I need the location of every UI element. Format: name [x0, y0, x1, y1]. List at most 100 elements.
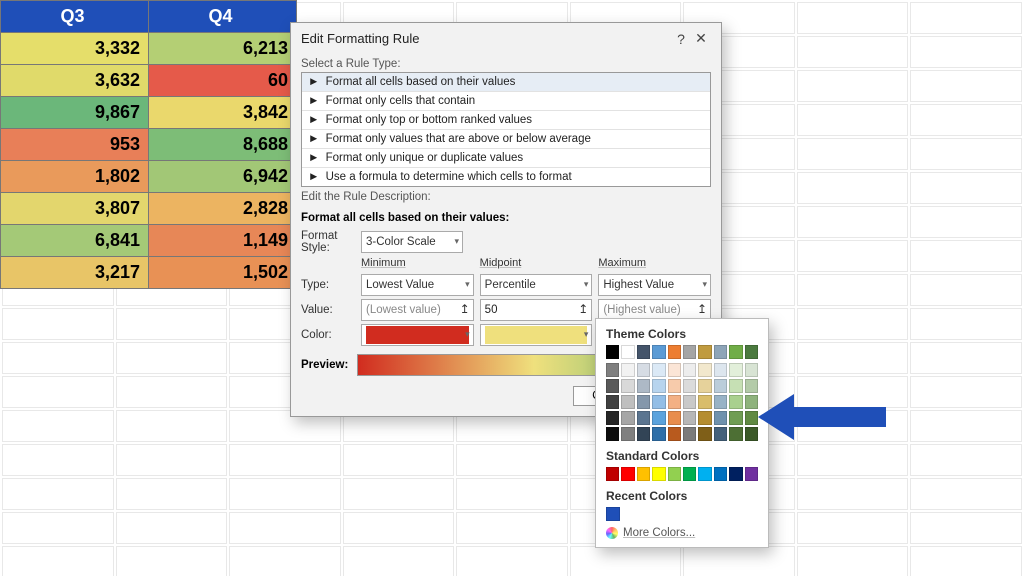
color-swatch[interactable]	[621, 427, 634, 441]
table-cell[interactable]: 953	[1, 129, 149, 161]
color-swatch[interactable]	[683, 395, 696, 409]
color-swatch[interactable]	[652, 411, 665, 425]
color-swatch[interactable]	[729, 411, 742, 425]
color-swatch[interactable]	[698, 467, 711, 481]
table-cell[interactable]: 1,149	[149, 225, 297, 257]
dialog-close-button[interactable]: ✕	[691, 30, 711, 47]
color-swatch[interactable]	[621, 467, 634, 481]
color-swatch[interactable]	[668, 363, 681, 377]
color-swatch[interactable]	[698, 427, 711, 441]
color-swatch[interactable]	[729, 363, 742, 377]
color-swatch[interactable]	[621, 395, 634, 409]
color-swatch[interactable]	[698, 345, 711, 359]
range-picker-icon[interactable]: ↥	[697, 302, 707, 316]
rule-type-item[interactable]: ► Format only cells that contain	[302, 92, 710, 111]
color-swatch[interactable]	[698, 395, 711, 409]
mid-value-input[interactable]: 50↥	[480, 299, 593, 321]
color-swatch[interactable]	[729, 379, 742, 393]
rule-type-item[interactable]: ► Format only top or bottom ranked value…	[302, 111, 710, 130]
more-colors-button[interactable]: More Colors...	[606, 527, 758, 539]
table-cell[interactable]: 9,867	[1, 97, 149, 129]
range-picker-icon[interactable]: ↥	[578, 302, 588, 316]
color-swatch[interactable]	[621, 411, 634, 425]
table-cell[interactable]: 1,502	[149, 257, 297, 289]
table-cell[interactable]: 6,942	[149, 161, 297, 193]
table-cell[interactable]: 3,632	[1, 65, 149, 97]
table-cell[interactable]: 3,332	[1, 33, 149, 65]
color-swatch[interactable]	[668, 345, 681, 359]
color-swatch[interactable]	[606, 363, 619, 377]
rule-type-list[interactable]: ► Format all cells based on their values…	[301, 72, 711, 187]
color-swatch[interactable]	[637, 427, 650, 441]
table-cell[interactable]: 8,688	[149, 129, 297, 161]
dialog-help-button[interactable]: ?	[671, 31, 691, 47]
color-swatch[interactable]	[637, 345, 650, 359]
color-swatch[interactable]	[683, 427, 696, 441]
table-cell[interactable]: 6,841	[1, 225, 149, 257]
color-swatch[interactable]	[683, 467, 696, 481]
mid-color-dropdown[interactable]: ▾	[480, 324, 593, 346]
color-swatch[interactable]	[745, 411, 758, 425]
color-swatch[interactable]	[652, 427, 665, 441]
color-swatch[interactable]	[652, 345, 665, 359]
color-swatch[interactable]	[668, 411, 681, 425]
color-swatch[interactable]	[745, 363, 758, 377]
table-cell[interactable]: 3,807	[1, 193, 149, 225]
color-swatch[interactable]	[621, 345, 634, 359]
table-cell[interactable]: 3,217	[1, 257, 149, 289]
color-swatch[interactable]	[683, 345, 696, 359]
color-swatch[interactable]	[683, 379, 696, 393]
color-swatch[interactable]	[606, 379, 619, 393]
color-swatch[interactable]	[714, 363, 727, 377]
color-swatch[interactable]	[668, 467, 681, 481]
rule-type-item[interactable]: ► Format only unique or duplicate values	[302, 149, 710, 168]
format-style-dropdown[interactable]: 3-Color Scale ▾	[361, 231, 463, 253]
table-cell[interactable]: 3,842	[149, 97, 297, 129]
table-cell[interactable]: 1,802	[1, 161, 149, 193]
color-swatch[interactable]	[714, 427, 727, 441]
color-swatch[interactable]	[745, 427, 758, 441]
color-swatch[interactable]	[606, 395, 619, 409]
color-swatch[interactable]	[606, 411, 619, 425]
min-type-dropdown[interactable]: Lowest Value▾	[361, 274, 474, 296]
max-type-dropdown[interactable]: Highest Value▾	[598, 274, 711, 296]
color-swatch[interactable]	[668, 395, 681, 409]
color-swatch[interactable]	[637, 467, 650, 481]
color-swatch[interactable]	[714, 411, 727, 425]
color-swatch[interactable]	[621, 379, 634, 393]
color-swatch[interactable]	[637, 363, 650, 377]
rule-type-item[interactable]: ► Use a formula to determine which cells…	[302, 168, 710, 186]
color-swatch[interactable]	[745, 395, 758, 409]
color-swatch[interactable]	[668, 379, 681, 393]
color-swatch[interactable]	[606, 345, 619, 359]
mid-type-dropdown[interactable]: Percentile▾	[480, 274, 593, 296]
color-swatch[interactable]	[729, 427, 742, 441]
color-swatch[interactable]	[729, 345, 742, 359]
color-swatch[interactable]	[745, 345, 758, 359]
color-swatch[interactable]	[637, 411, 650, 425]
min-color-dropdown[interactable]: ▾	[361, 324, 474, 346]
range-picker-icon[interactable]: ↥	[460, 302, 470, 316]
color-swatch[interactable]	[698, 379, 711, 393]
color-swatch[interactable]	[637, 395, 650, 409]
color-swatch[interactable]	[729, 467, 742, 481]
color-swatch[interactable]	[652, 379, 665, 393]
rule-type-item[interactable]: ► Format only values that are above or b…	[302, 130, 710, 149]
color-swatch[interactable]	[606, 507, 620, 521]
color-swatch[interactable]	[745, 467, 758, 481]
color-swatch[interactable]	[714, 395, 727, 409]
color-swatch[interactable]	[698, 411, 711, 425]
rule-type-item[interactable]: ► Format all cells based on their values	[302, 73, 710, 92]
color-swatch[interactable]	[683, 363, 696, 377]
color-swatch[interactable]	[729, 395, 742, 409]
color-swatch[interactable]	[606, 467, 619, 481]
color-swatch[interactable]	[714, 467, 727, 481]
table-cell[interactable]: 60	[149, 65, 297, 97]
table-cell[interactable]: 2,828	[149, 193, 297, 225]
color-swatch[interactable]	[714, 379, 727, 393]
color-swatch[interactable]	[683, 411, 696, 425]
color-swatch[interactable]	[668, 427, 681, 441]
color-swatch[interactable]	[637, 379, 650, 393]
color-swatch[interactable]	[652, 363, 665, 377]
color-swatch[interactable]	[606, 427, 619, 441]
